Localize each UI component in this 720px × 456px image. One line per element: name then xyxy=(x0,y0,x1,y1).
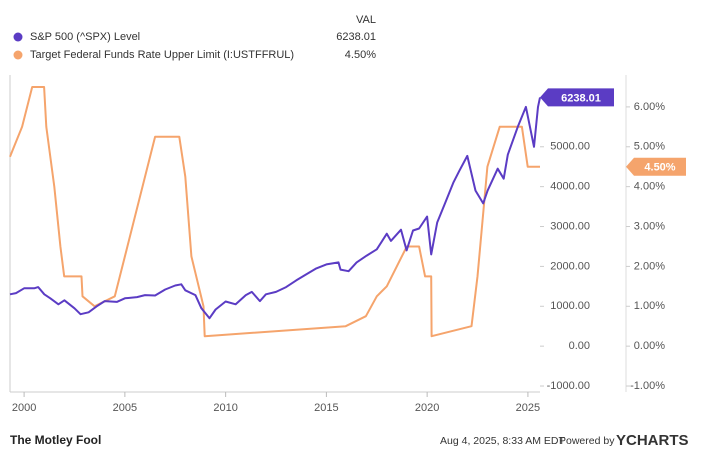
y-tick-label: 0.00 xyxy=(569,340,590,352)
x-tick-label: 2000 xyxy=(12,402,36,414)
y2-tick-label: 0.00% xyxy=(634,340,665,352)
value-flag xyxy=(626,157,686,176)
x-tick-label: 2015 xyxy=(314,402,338,414)
y-tick-label: -1000.00 xyxy=(547,380,590,392)
source: The Motley Fool xyxy=(10,433,101,447)
y-tick-label: 5000.00 xyxy=(550,141,590,153)
x-tick-label: 2010 xyxy=(213,402,237,414)
value-flag xyxy=(540,88,614,107)
legend-label: S&P 500 (^SPX) Level xyxy=(30,31,140,43)
x-tick-label: 2005 xyxy=(113,402,137,414)
timestamp: Aug 4, 2025, 8:33 AM EDT xyxy=(440,435,565,447)
legend-marker xyxy=(13,50,23,60)
brand: YCHARTS xyxy=(616,432,689,449)
powered-by: Powered by xyxy=(559,435,615,447)
series-line xyxy=(9,97,541,320)
y2-tick-label: 2.00% xyxy=(634,260,665,272)
y-tick-label: 2000.00 xyxy=(550,260,590,272)
y2-tick-label: -1.00% xyxy=(630,380,665,392)
y2-tick-label: 4.00% xyxy=(634,181,665,193)
value-flag-label: 4.50% xyxy=(644,162,675,174)
x-tick-label: 2025 xyxy=(516,402,540,414)
legend-marker xyxy=(13,32,23,42)
y2-tick-label: 3.00% xyxy=(634,220,665,232)
value-flag-label: 6238.01 xyxy=(561,92,601,104)
y2-tick-label: 1.00% xyxy=(634,300,665,312)
series-line xyxy=(9,86,540,338)
y-tick-label: 3000.00 xyxy=(550,220,590,232)
legend-label: Target Federal Funds Rate Upper Limit (I… xyxy=(30,49,294,61)
y2-tick-label: 6.00% xyxy=(634,101,665,113)
x-tick-label: 2020 xyxy=(415,402,439,414)
legend-value: 4.50% xyxy=(345,49,376,61)
y2-tick-label: 5.00% xyxy=(634,141,665,153)
legend-header: VAL xyxy=(356,14,376,26)
y-tick-label: 1000.00 xyxy=(550,300,590,312)
y-tick-label: 4000.00 xyxy=(550,181,590,193)
legend-value: 6238.01 xyxy=(336,31,376,43)
